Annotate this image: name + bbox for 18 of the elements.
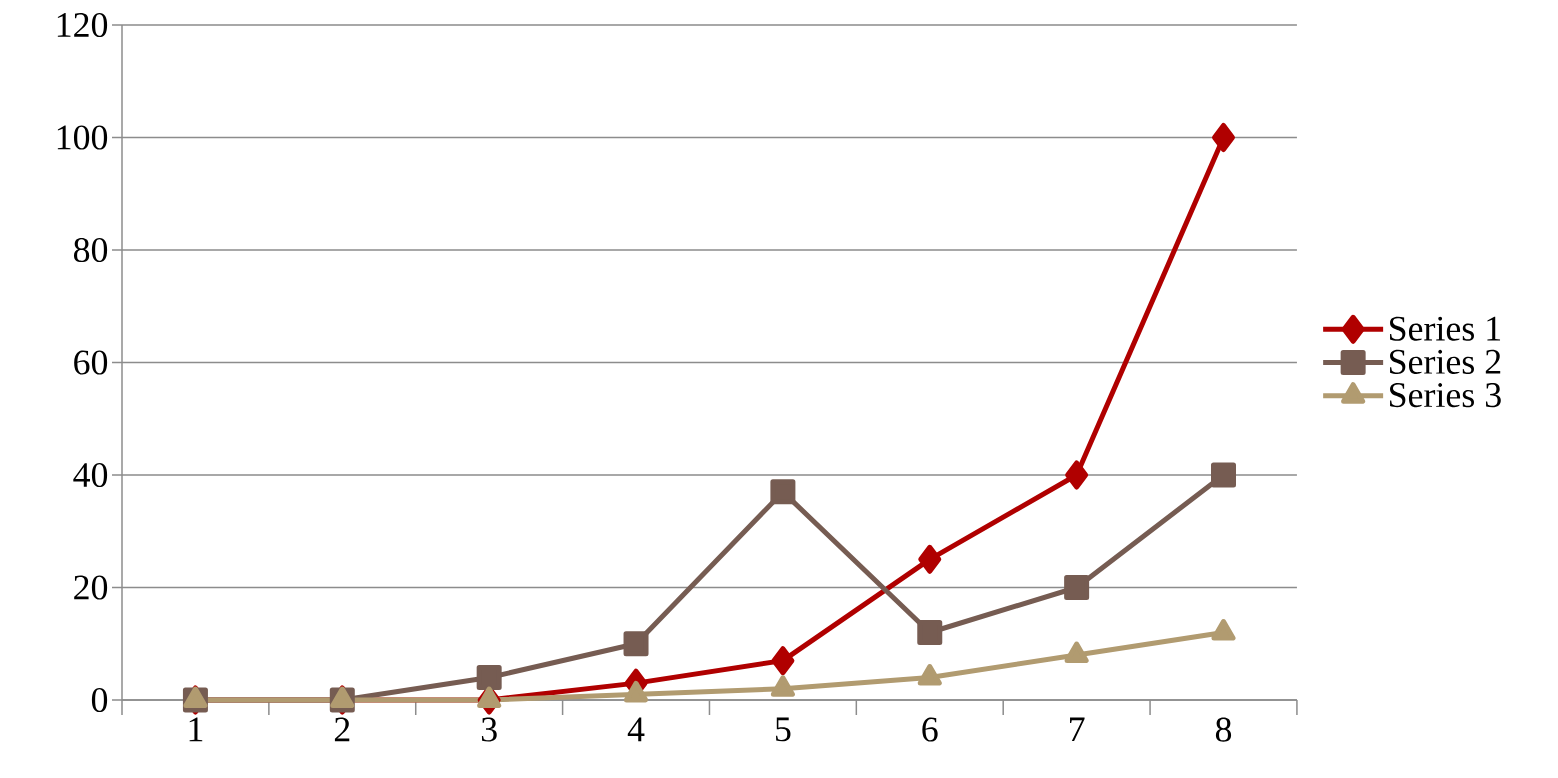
y-tick-label: 20 <box>74 575 108 600</box>
x-tick-label: 5 <box>776 717 791 742</box>
y-tick-label: 60 <box>74 350 108 375</box>
y-tick-label: 40 <box>73 462 108 488</box>
legend-label: Series 1 <box>1390 316 1501 341</box>
y-tick-label: 100 <box>57 125 108 150</box>
x-tick-label: 6 <box>922 717 938 742</box>
legend-label: Series 3 <box>1390 383 1501 408</box>
y-tick-label: 0 <box>91 687 108 713</box>
x-tick-label: 1 <box>189 717 203 742</box>
x-tick-label: 8 <box>1215 717 1232 742</box>
legend-label: Series 2 <box>1390 349 1501 374</box>
y-tick-label: 80 <box>73 237 108 263</box>
x-tick-label: 7 <box>1070 717 1085 742</box>
y-tick-label: 120 <box>57 12 108 38</box>
x-tick-label: 4 <box>627 717 645 742</box>
x-tick-label: 3 <box>481 717 497 742</box>
x-tick-label: 2 <box>334 717 350 742</box>
